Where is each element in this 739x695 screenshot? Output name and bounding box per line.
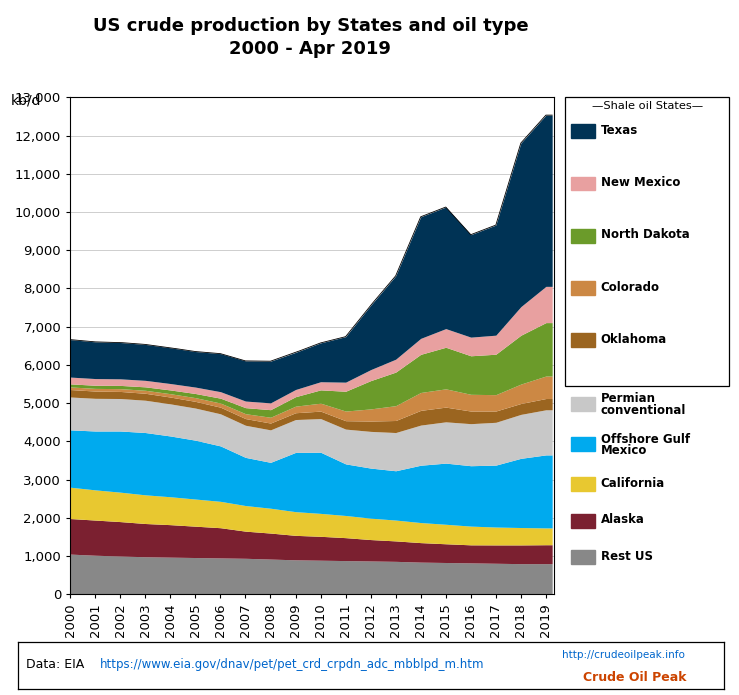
Text: California: California (601, 477, 665, 490)
Text: Alaska: Alaska (601, 514, 644, 526)
Text: Crude Oil Peak: Crude Oil Peak (583, 671, 687, 684)
Text: Mexico: Mexico (601, 444, 647, 457)
Text: Colorado: Colorado (601, 281, 660, 293)
Text: 2000 - Apr 2019: 2000 - Apr 2019 (229, 40, 392, 58)
Text: Texas: Texas (601, 124, 638, 137)
Text: Data: EIA: Data: EIA (26, 658, 84, 671)
Text: Permian: Permian (601, 393, 655, 405)
Text: https://www.eia.gov/dnav/pet/pet_crd_crpdn_adc_mbblpd_m.htm: https://www.eia.gov/dnav/pet/pet_crd_crp… (100, 658, 484, 671)
Text: North Dakota: North Dakota (601, 229, 689, 241)
Text: Offshore Gulf: Offshore Gulf (601, 433, 690, 445)
Text: New Mexico: New Mexico (601, 177, 680, 189)
Text: —Shale oil States—: —Shale oil States— (592, 101, 703, 111)
Text: Oklahoma: Oklahoma (601, 333, 667, 345)
Text: kb/d: kb/d (11, 94, 41, 108)
Text: US crude production by States and oil type: US crude production by States and oil ty… (92, 17, 528, 35)
Text: conventional: conventional (601, 404, 687, 416)
Text: http://crudeoilpeak.info: http://crudeoilpeak.info (562, 651, 685, 660)
Text: Rest US: Rest US (601, 550, 653, 562)
